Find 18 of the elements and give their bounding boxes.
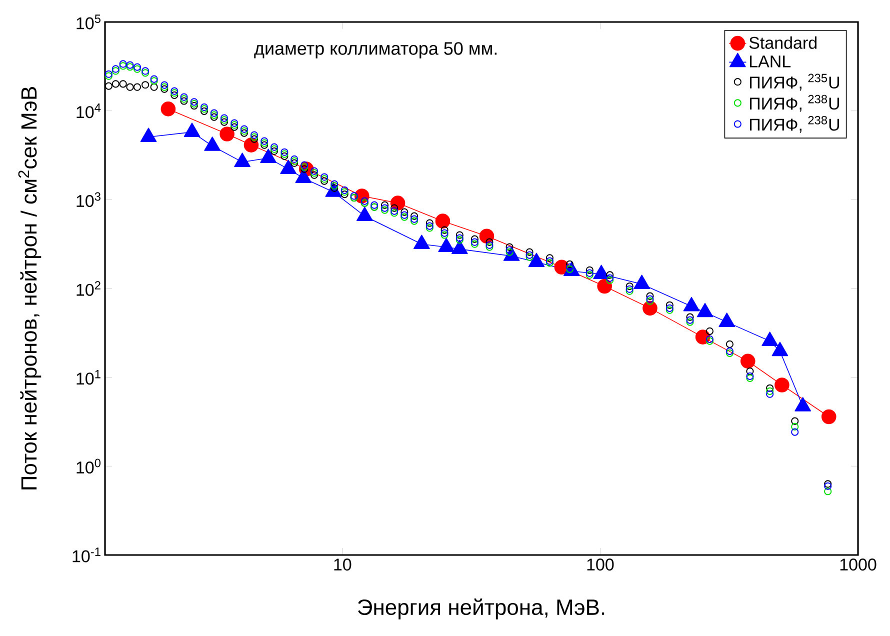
y-tick-label: 10$^{-1}$ [72,548,100,562]
y-axis-title: Поток нейтронов, нейтрон / см$^{2}$сек МэВ [18,87,42,490]
y-tick-label: 10$^{2}$ [76,281,100,296]
legend-label: ПИЯФ, $^{235}$U [750,74,839,91]
x-tick-label: 1000 [840,558,876,571]
x-tick-label: 100 [587,558,614,571]
y-tick-label: 10$^{5}$ [76,14,100,30]
y-tick-label: 10$^{4}$ [76,104,101,118]
legend-label: LANL [750,56,791,68]
x-tick-label: 10 [334,558,352,571]
y-tick-label: 10$^{3}$ [76,192,100,208]
legend-label: ПИЯФ, $^{238}$U [750,94,839,112]
legend-label: Standard [749,36,816,49]
y-tick-label: 10$^{0}$ [76,458,101,474]
annotation: диаметр коллиматора 50 мм. [254,42,497,58]
x-axis-title: Энергия нейтрона, МэВ. [358,598,604,620]
legend-label: ПИЯФ, $^{238}$U [750,116,839,133]
y-tick-label: 10$^{1}$ [76,370,100,385]
